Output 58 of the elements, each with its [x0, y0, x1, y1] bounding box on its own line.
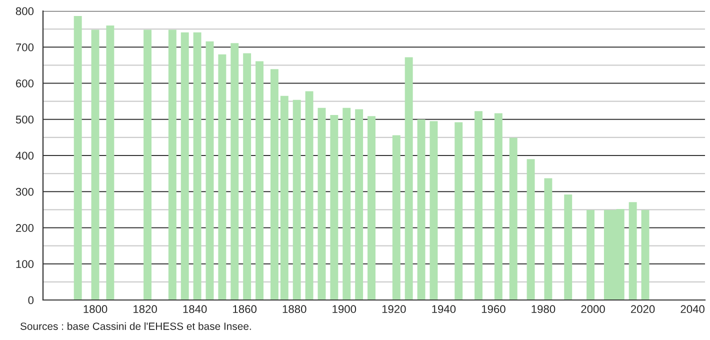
bar: [193, 32, 202, 300]
x-tick-label: 1980: [532, 305, 556, 314]
x-tick-label: 1920: [382, 305, 406, 314]
bar: [454, 122, 463, 300]
bar: [404, 57, 413, 300]
bar: [417, 119, 426, 300]
bar: [641, 210, 650, 300]
bar: [564, 194, 572, 300]
y-tick-label: 200: [16, 224, 34, 232]
x-tick-label: 1900: [332, 305, 356, 314]
x-tick-label: 1860: [233, 305, 257, 314]
x-tick-label: 1880: [282, 305, 306, 314]
bar: [305, 91, 314, 300]
bar: [218, 54, 226, 300]
bar: [280, 96, 288, 300]
bar: [168, 30, 176, 300]
bar: [243, 53, 252, 300]
bar: [256, 61, 264, 300]
x-tick-label: 1960: [482, 305, 506, 314]
bar: [526, 159, 535, 300]
x-tick-label: 1800: [84, 305, 108, 314]
bar: [628, 202, 637, 300]
bar: [230, 43, 239, 300]
bar: [368, 116, 376, 300]
bar: [544, 178, 552, 300]
bar: [355, 109, 364, 300]
bar: [180, 32, 189, 300]
y-tick-label: 600: [16, 80, 34, 88]
bar: [474, 111, 483, 300]
bar: [342, 108, 351, 300]
bar: [91, 30, 100, 300]
x-tick-label: 1840: [183, 305, 207, 314]
bar: [206, 41, 214, 300]
x-tick-label: 1820: [134, 305, 157, 314]
bar: [292, 100, 301, 300]
bar: [74, 16, 82, 300]
x-tick-label: 2020: [630, 305, 655, 314]
bar: [494, 113, 502, 300]
y-tick-label: 0: [28, 296, 34, 304]
bar: [330, 115, 338, 300]
y-tick-label: 300: [16, 188, 34, 196]
bar: [392, 135, 400, 300]
y-tick-label: 700: [16, 43, 34, 52]
bar: [318, 108, 326, 300]
y-tick-label: 400: [16, 152, 34, 160]
bar: [430, 121, 438, 300]
bar: [509, 138, 518, 300]
y-tick-label: 500: [16, 116, 34, 124]
x-tick-label: 2000: [581, 305, 605, 314]
source-note: Sources : base Cassini de l'EHESS et base Insee.: [20, 322, 251, 330]
y-tick-label: 100: [16, 260, 34, 268]
x-tick-label: 1940: [432, 305, 456, 314]
bar: [106, 25, 114, 300]
x-tick-label: 2040: [680, 305, 704, 314]
bar: [270, 69, 278, 300]
bar: [144, 30, 152, 300]
y-tick-label: 800: [16, 7, 34, 16]
bar: [586, 210, 594, 300]
